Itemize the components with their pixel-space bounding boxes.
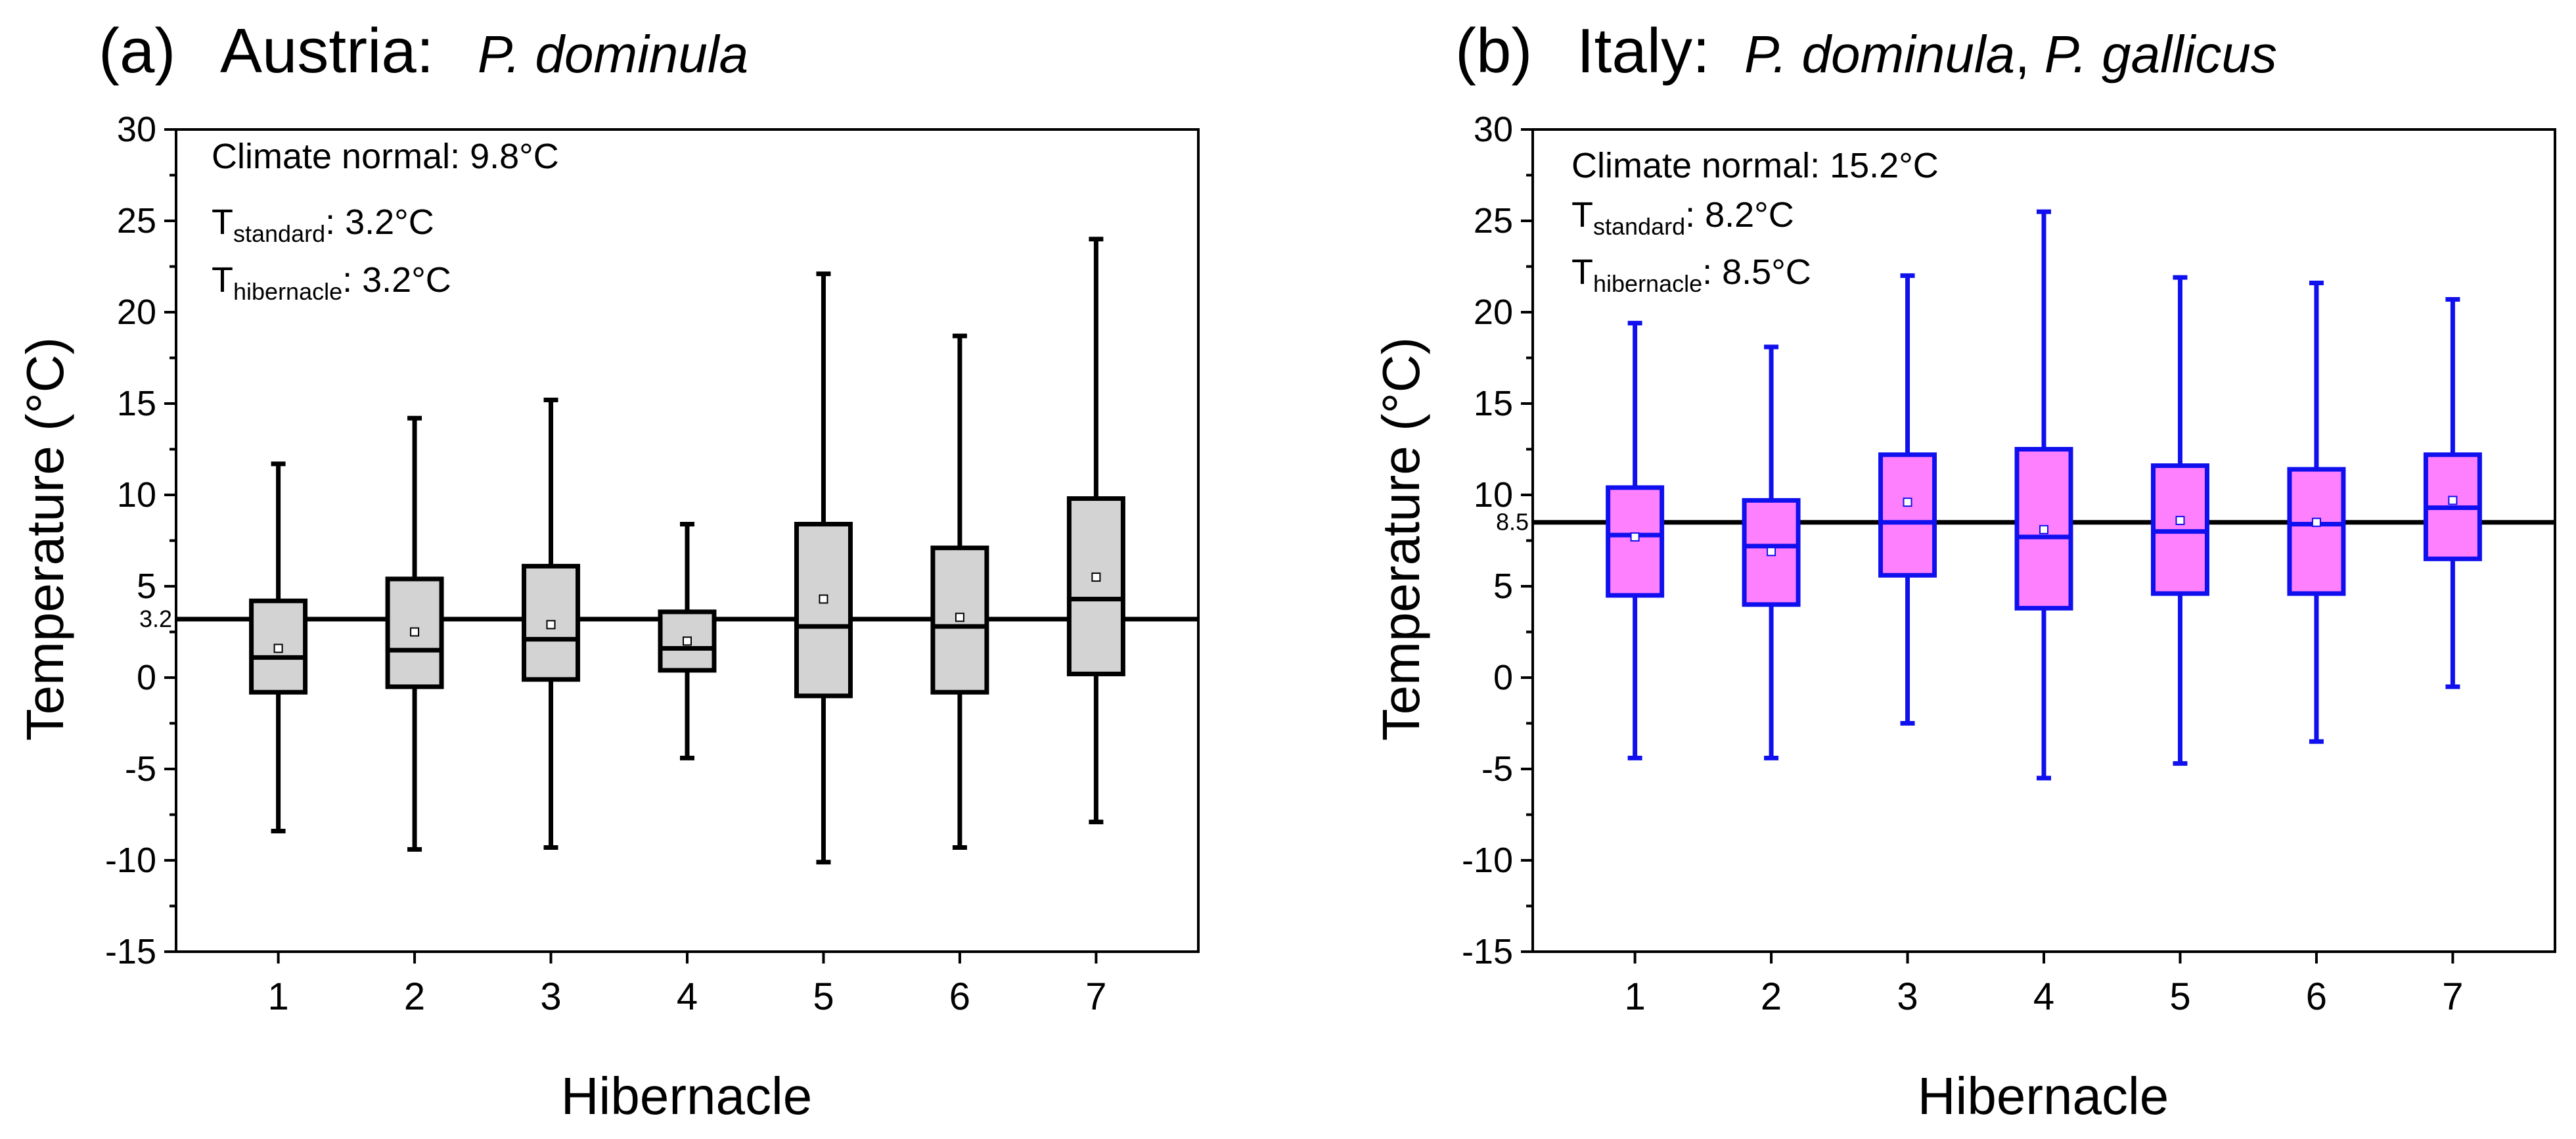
y-tick-label: 0 [137,658,156,697]
box-1 [1606,321,1665,760]
x-tick-label: 6 [949,975,970,1018]
y-tick-label: 25 [117,201,156,241]
y-tick-label: 20 [117,292,156,332]
mean-marker [1630,532,1640,542]
box-3 [522,397,581,850]
mean-marker [1903,498,1912,507]
y-tick-label: -5 [125,749,156,789]
mean-marker [2175,515,2185,525]
y-tick-label: 10 [117,475,156,515]
x-tick-label: 7 [1085,975,1106,1018]
y-tick-label: 20 [1474,292,1513,332]
mean-marker [2448,496,2458,505]
x-tick-label: 7 [2442,975,2463,1018]
y-tick-label: 15 [1474,384,1513,423]
x-tick-label: 3 [540,975,561,1018]
x-tick-label: 4 [2033,975,2054,1018]
panel-title-species: P. dominula, P. gallicus [1744,25,2277,83]
box-7 [1066,237,1125,825]
mean-marker [819,594,828,604]
mean-marker [2039,524,2048,534]
iqr-box [1878,452,1937,578]
mean-marker [2311,517,2321,527]
panel-a: (a) Austria: P. dominula -15-10-50510152… [16,16,1200,1125]
y-tick-label: 30 [117,110,156,149]
box-6 [2287,281,2346,744]
panel-b: (b) Italy: P. dominula, P. gallicus -15-… [1372,16,2556,1125]
y-tick-label: -15 [1462,932,1513,971]
iqr-box [794,521,853,699]
y-tick-label: 10 [1474,475,1513,515]
x-tick-label: 6 [2306,975,2327,1018]
climate-normal-label: Climate normal: 9.8°C [212,137,559,176]
x-tick-label: 2 [404,975,425,1018]
y-tick-label: 15 [117,384,156,423]
x-tick-label: 3 [1897,975,1918,1018]
x-tick-label: 2 [1761,975,1782,1018]
y-tick-label: 30 [1474,110,1513,149]
box-7 [2423,297,2482,689]
box-2 [385,415,444,852]
box-4 [2014,209,2073,781]
box-4 [658,521,717,760]
mean-marker [683,636,692,646]
reference-line-label: 8.5 [1496,509,1529,536]
y-tick-label: 25 [1474,201,1513,241]
y-axis-label: Temperature (°C) [16,337,74,741]
panel-label: (a) [99,16,175,86]
y-axis-label: Temperature (°C) [1372,337,1430,741]
box-3 [1878,273,1937,726]
climate-normal-label: Climate normal: 15.2°C [1571,146,1939,185]
t-standard-label: Tstandard: 8.2°C [1571,195,1794,240]
y-tick-label: -10 [105,841,156,880]
panel-title: Austria: [220,16,434,86]
box-1 [249,461,308,834]
t-standard-label: Tstandard: 3.2°C [212,202,434,247]
panel-title: Italy: [1577,16,1710,86]
y-tick-label: 5 [137,567,156,606]
box-5 [2150,275,2209,766]
x-axis-label: Hibernacle [1918,1067,2169,1125]
box-6 [930,333,989,850]
x-tick-label: 5 [813,975,834,1018]
x-tick-label: 5 [2169,975,2190,1018]
y-tick-label: -10 [1462,841,1513,880]
y-tick-label: -5 [1481,749,1513,789]
x-tick-label: 4 [677,975,698,1018]
mean-marker [955,613,964,622]
mean-marker [410,627,420,637]
plot-area: -15 -10 -5 0 5 10 15 20 25 30 8.5 1 2 3 4 5 6 7 [1462,110,2556,1018]
y-tick-label: -15 [105,932,156,971]
panel-label: (b) [1455,16,1532,86]
reference-line-label: 3.2 [139,605,172,632]
mean-marker [273,643,283,653]
mean-marker [1091,572,1101,582]
mean-marker [546,620,556,630]
box-2 [1742,344,1801,760]
y-tick-label: 5 [1493,567,1513,606]
box-5 [794,271,853,865]
t-hibernacle-label: Thibernacle: 3.2°C [212,260,451,305]
iqr-box [2287,467,2346,596]
t-hibernacle-label: Thibernacle: 8.5°C [1571,252,1811,297]
plot-area: -15 -10 -5 0 5 10 15 20 25 30 3.2 1 2 3 4 5 6 7 [105,110,1200,1018]
x-axis-label: Hibernacle [561,1067,812,1125]
panel-title-species: P. dominula [478,25,748,83]
iqr-box [1066,496,1125,676]
x-tick-label: 1 [1624,975,1645,1018]
mean-marker [1767,547,1776,557]
y-tick-label: 0 [1493,658,1513,697]
x-tick-label: 1 [267,975,288,1018]
